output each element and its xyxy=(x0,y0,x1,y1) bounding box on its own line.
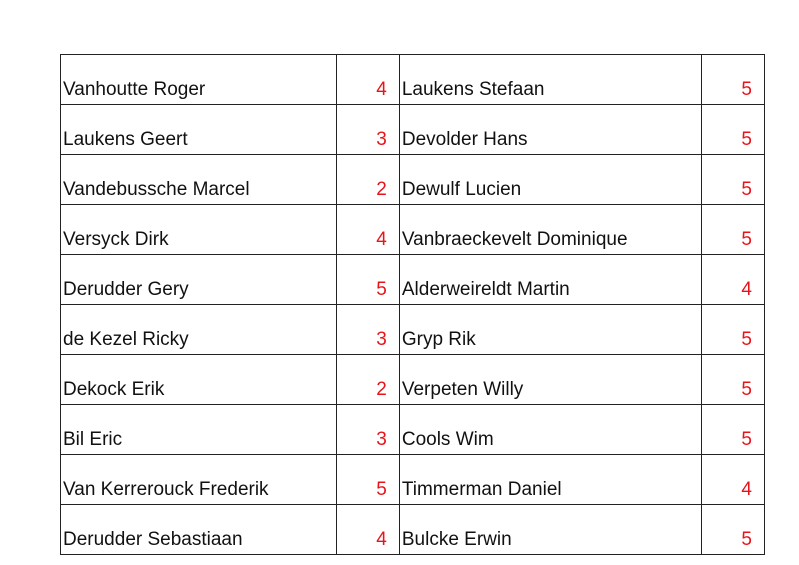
person-name-cell: Vandebussche Marcel xyxy=(60,154,337,205)
table-row: Derudder Gery 5 Alderweireldt Martin 4 xyxy=(60,254,766,305)
table-row: Dekock Erik 2 Verpeten Willy 5 xyxy=(60,354,766,405)
score-cell: 5 xyxy=(700,54,766,105)
score-cell: 4 xyxy=(335,204,400,255)
score-cell: 3 xyxy=(335,404,400,455)
score-cell: 5 xyxy=(700,304,766,355)
person-name-cell: Bil Eric xyxy=(60,404,337,455)
person-name-cell: Derudder Gery xyxy=(60,254,337,305)
person-name-cell: Dewulf Lucien xyxy=(398,154,702,205)
person-name-cell: Versyck Dirk xyxy=(60,204,337,255)
score-cell: 4 xyxy=(700,454,766,505)
score-cell: 5 xyxy=(700,154,766,205)
table-row: Van Kerrerouck Frederik 5 Timmerman Daniel… xyxy=(60,454,766,505)
person-name-cell: Dekock Erik xyxy=(60,354,337,405)
person-name-cell: de Kezel Ricky xyxy=(60,304,337,355)
person-name-cell: Laukens Stefaan xyxy=(398,54,702,105)
table-row: Bil Eric 3 Cools Wim 5 xyxy=(60,404,766,455)
table-row: Vandebussche Marcel 2 Dewulf Lucien 5 xyxy=(60,154,766,205)
scores-table: Vanhoutte Roger 4 Laukens Stefaan 5 Laukens … xyxy=(60,54,766,555)
person-name-cell: Vanbraeckevelt Dominique xyxy=(398,204,702,255)
score-cell: 5 xyxy=(700,104,766,155)
person-name-cell: Cools Wim xyxy=(398,404,702,455)
score-cell: 5 xyxy=(335,254,400,305)
score-cell: 3 xyxy=(335,304,400,355)
person-name-cell: Bulcke Erwin xyxy=(398,504,702,555)
person-name-cell: Verpeten Willy xyxy=(398,354,702,405)
person-name-cell: Derudder Sebastiaan xyxy=(60,504,337,555)
score-cell: 5 xyxy=(700,354,766,405)
score-cell: 4 xyxy=(335,504,400,555)
person-name-cell: Laukens Geert xyxy=(60,104,337,155)
table-row: Laukens Geert 3 Devolder Hans 5 xyxy=(60,104,766,155)
score-cell: 4 xyxy=(335,54,400,105)
score-cell: 3 xyxy=(335,104,400,155)
person-name-cell: Vanhoutte Roger xyxy=(60,54,337,105)
person-name-cell: Alderweireldt Martin xyxy=(398,254,702,305)
score-cell: 2 xyxy=(335,354,400,405)
table-row: de Kezel Ricky 3 Gryp Rik 5 xyxy=(60,304,766,355)
table-row: Versyck Dirk 4 Vanbraeckevelt Dominique 5 xyxy=(60,204,766,255)
person-name-cell: Devolder Hans xyxy=(398,104,702,155)
scores-table-body: Vanhoutte Roger 4 Laukens Stefaan 5 Laukens … xyxy=(60,54,766,555)
score-cell: 5 xyxy=(335,454,400,505)
person-name-cell: Timmerman Daniel xyxy=(398,454,702,505)
person-name-cell: Van Kerrerouck Frederik xyxy=(60,454,337,505)
table-row: Derudder Sebastiaan 4 Bulcke Erwin 5 xyxy=(60,504,766,555)
score-cell: 2 xyxy=(335,154,400,205)
score-cell: 5 xyxy=(700,404,766,455)
score-cell: 5 xyxy=(700,504,766,555)
table-row: Vanhoutte Roger 4 Laukens Stefaan 5 xyxy=(60,54,766,105)
score-cell: 4 xyxy=(700,254,766,305)
score-cell: 5 xyxy=(700,204,766,255)
person-name-cell: Gryp Rik xyxy=(398,304,702,355)
